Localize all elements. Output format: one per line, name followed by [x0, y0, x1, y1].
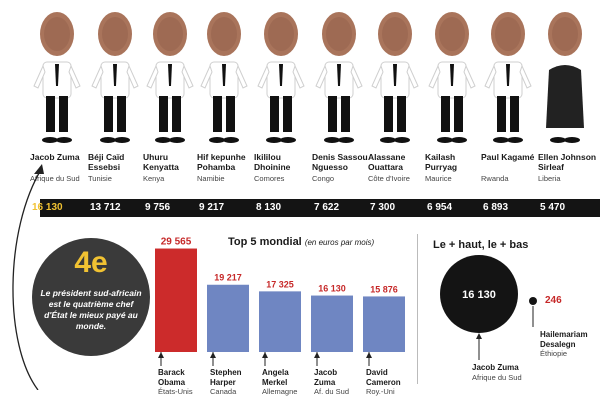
leader-name: Hif kepunhe Pohamba [197, 152, 246, 172]
leader-name: Uhuru Kenyatta [143, 152, 179, 172]
caricature-icon [33, 12, 81, 143]
bar-category-label: David Cameron Roy.-Uni [366, 368, 401, 396]
bar-pointer-arrow [158, 352, 164, 358]
leader-name: Jacob Zuma [30, 152, 80, 162]
leader-salary: 9 217 [199, 202, 225, 213]
bar-angela-merkel [259, 291, 301, 352]
highest-salary-circle [440, 255, 518, 333]
leader-country: Côte d'Ivoire [368, 174, 410, 183]
bar-pointer-arrow [210, 352, 216, 358]
leader-column: Jacob Zuma Afrique du Sud [30, 0, 84, 218]
bar-jacob-zuma [311, 295, 353, 352]
leader-column: Hif kepunhe Pohamba Namibie [197, 0, 251, 218]
salary-band [40, 199, 600, 217]
caricature-icon [484, 12, 532, 143]
lowest-salary-value: 246 [545, 295, 562, 306]
leader-name: Béji Caïd Essebsi [88, 152, 125, 172]
leader-name: Kailash Purryag [425, 152, 458, 172]
extremes-title: Le + haut, le + bas [433, 239, 529, 251]
leader-salary: 16 130 [32, 202, 63, 213]
leader-name: Ellen Johnson Sirleaf [538, 152, 597, 172]
top5-subtitle: (en euros par mois) [304, 238, 375, 247]
bar-pointer-arrow [262, 352, 268, 358]
highest-salary-person: Jacob Zuma Afrique du Sud [472, 363, 522, 382]
leader-column: Alassane Ouattara Côte d'Ivoire [368, 0, 422, 218]
bar-pointer-arrow [314, 352, 320, 358]
bar-category-label: Jacob Zuma Af. du Sud [314, 368, 350, 396]
rank-caption: Le président sud-africain est le quatriè… [40, 288, 142, 331]
bar-pointer-arrow [366, 352, 372, 358]
leader-salary: 9 756 [145, 202, 171, 213]
bar-category-label: Barack Obama États-Unis [158, 368, 193, 396]
leader-salary: 6 893 [483, 202, 509, 213]
leader-salary: 13 712 [90, 202, 121, 213]
leader-country: Congo [312, 174, 335, 183]
leader-country: Liberia [538, 174, 561, 183]
leader-country: Namibie [197, 174, 225, 183]
caricature-icon [546, 12, 584, 143]
leader-salary: 8 130 [256, 202, 282, 213]
leader-column: Paul Kagamé Rwanda [481, 0, 535, 218]
leader-country: Afrique du Sud [30, 174, 80, 183]
rank-label: 4e [74, 246, 108, 279]
bar-value-label: 29 565 [161, 237, 192, 248]
caricature-icon [91, 12, 139, 143]
section-divider [417, 234, 418, 384]
caricature-icon [315, 12, 363, 143]
leaders-panel: Jacob Zuma Afrique du Sud 16 130 Béji Caïd … [30, 0, 600, 218]
leader-salary: 5 470 [540, 202, 566, 213]
leader-column: Ellen Johnson Sirleaf Liberia [538, 0, 596, 218]
bar-category-label: Stephen Harper Canada [210, 368, 242, 396]
leader-name: Denis Sassou Nguesso [312, 152, 368, 172]
caricature-icon [257, 12, 305, 143]
bar-category-label: Angela Merkel Allemagne [262, 368, 298, 396]
leader-salary: 7 622 [314, 202, 340, 213]
bar-value-label: 19 217 [214, 273, 242, 283]
leader-salary: 6 954 [427, 202, 453, 213]
leader-country: Rwanda [481, 174, 509, 183]
leader-country: Comores [254, 174, 285, 183]
bar-david-cameron [363, 296, 405, 352]
caricature-icon [371, 12, 419, 143]
leader-column: Uhuru Kenyatta Kenya [143, 0, 197, 218]
bar-stephen-harper [207, 284, 249, 352]
leader-country: Maurice [425, 174, 452, 183]
leader-country: Tunisie [88, 174, 112, 183]
bar-value-label: 17 325 [266, 279, 294, 289]
top5-title: Top 5 mondial (en euros par mois) [228, 236, 375, 248]
leader-column: Ikililou Dhoinine Comores [254, 0, 308, 218]
bar-value-label: 16 130 [318, 284, 346, 294]
leader-name: Alassane Ouattara [368, 152, 406, 172]
caricature-icon [200, 12, 248, 143]
caricature-icon [428, 12, 476, 143]
highest-salary-value: 16 130 [462, 289, 496, 301]
rank-bubble: 4e Le président sud-africain est le quat… [32, 238, 150, 356]
caricature-icon [146, 12, 194, 143]
leader-country: Kenya [143, 174, 165, 183]
bar-barack-obama [155, 248, 197, 352]
leader-column: Béji Caïd Essebsi Tunisie [88, 0, 142, 218]
lowest-salary-person: Hailemariam Desalegn Éthiopie [540, 330, 588, 358]
callout-arrow-icon [12, 164, 44, 390]
bar-value-label: 15 876 [370, 284, 398, 294]
lowest-salary-circle [529, 297, 537, 305]
top5-bar-chart: 29 565 19 217 17 325 16 130 15 876 [155, 237, 405, 366]
leader-name: Paul Kagamé [481, 152, 535, 162]
leader-salary: 7 300 [370, 202, 396, 213]
leader-column: Kailash Purryag Maurice [425, 0, 479, 218]
leader-name: Ikililou Dhoinine [254, 152, 291, 172]
leader-column: Denis Sassou Nguesso Congo [312, 0, 368, 218]
